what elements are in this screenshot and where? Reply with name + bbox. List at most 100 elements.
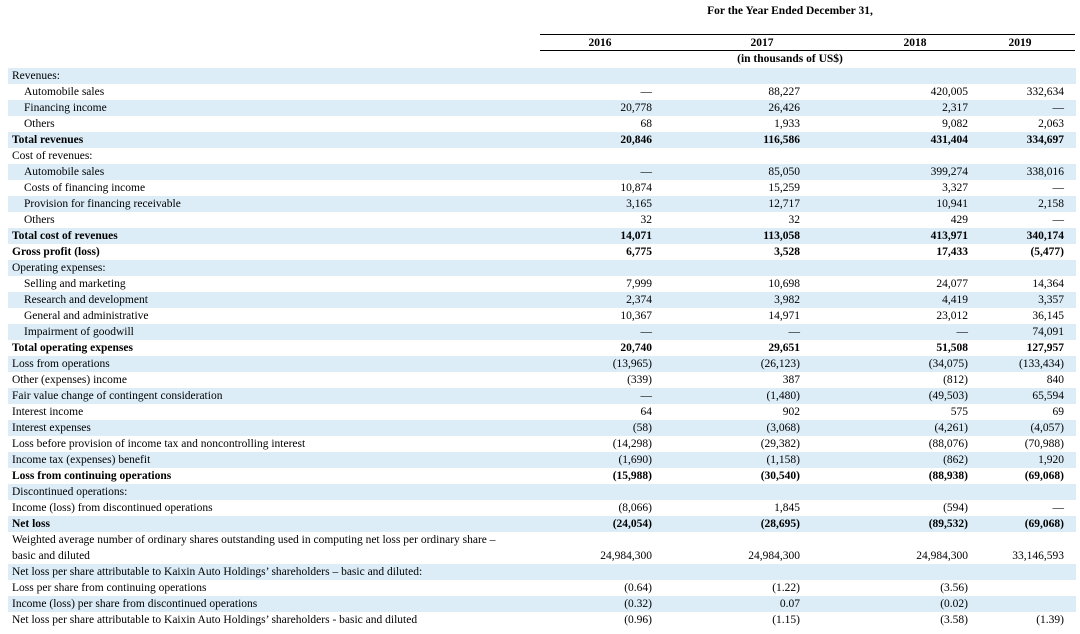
row-label: Loss from continuing operations	[12, 470, 172, 482]
cell-value: 338,016	[1026, 166, 1064, 178]
cell-value: 24,077	[936, 278, 968, 290]
row-label: Fair value change of contingent consider…	[12, 390, 223, 402]
cell-value: (1,690)	[618, 454, 652, 466]
cell-value: 127,957	[1026, 342, 1064, 354]
cell-value: (5,477)	[1030, 246, 1064, 258]
row-label: Provision for financing receivable	[24, 198, 181, 210]
cell-value: (88,076)	[928, 438, 968, 450]
cell-value: 429	[950, 214, 968, 226]
cell-value: 10,698	[768, 278, 800, 290]
cell-value: (4,261)	[934, 422, 968, 434]
cell-value: 14,071	[620, 230, 652, 242]
row-label: Total operating expenses	[12, 342, 133, 354]
cell-value: 88,227	[768, 86, 800, 98]
cell-value: 3,165	[626, 198, 652, 210]
cell-value: 2,317	[942, 102, 968, 114]
row-shade	[8, 564, 1076, 580]
row-label: Automobile sales	[24, 166, 105, 178]
row-shade	[8, 196, 1076, 212]
row-label: Impairment of goodwill	[24, 326, 134, 338]
cell-value: (69,068)	[1024, 518, 1064, 530]
cell-value: (0.96)	[624, 614, 652, 626]
row-shade	[8, 260, 1076, 276]
row-label: Financing income	[24, 102, 107, 114]
year-header: 2017	[750, 37, 774, 49]
cell-value: (0.02)	[940, 598, 968, 610]
year-header: 2018	[903, 37, 927, 49]
row-label: Costs of financing income	[24, 182, 146, 194]
row-label: Revenues:	[12, 70, 60, 82]
row-shade	[8, 132, 1076, 148]
cell-value: 20,778	[620, 102, 652, 114]
cell-value: (1.15)	[772, 614, 800, 626]
cell-value: —	[956, 326, 969, 338]
cell-value: (4,057)	[1030, 422, 1064, 434]
cell-value: (0.64)	[624, 582, 652, 594]
cell-value: 9,082	[942, 118, 968, 130]
cell-value: (70,988)	[1024, 438, 1064, 450]
cell-value: (13,965)	[612, 358, 652, 370]
header-rule	[540, 34, 1075, 35]
cell-value: —	[640, 390, 653, 402]
cell-value: 2,158	[1038, 198, 1064, 210]
row-label: Net loss per share attributable to Kaixi…	[12, 566, 423, 578]
cell-value: 3,528	[774, 246, 800, 258]
row-label: Total cost of revenues	[12, 230, 118, 242]
row-label: Others	[24, 214, 55, 226]
cell-value: 20,740	[620, 342, 652, 354]
cell-value: 85,050	[768, 166, 800, 178]
row-label: Weighted average number of ordinary shar…	[12, 534, 496, 562]
cell-value: 420,005	[930, 86, 968, 98]
cell-value: 33,146,593	[1012, 550, 1064, 562]
cell-value: (34,075)	[928, 358, 968, 370]
row-label: Loss per share from continuing operation…	[12, 582, 207, 594]
cell-value: 3,982	[774, 294, 800, 306]
row-label: Total revenues	[12, 134, 84, 146]
cell-value: (812)	[943, 374, 968, 386]
cell-value: —	[1052, 214, 1065, 226]
cell-value: —	[1052, 102, 1065, 114]
cell-value: (8,066)	[618, 502, 652, 514]
row-label: Discontinued operations:	[12, 486, 128, 498]
cell-value: —	[640, 86, 653, 98]
cell-value: (69,068)	[1024, 470, 1064, 482]
cell-value: (3.56)	[940, 582, 968, 594]
row-label: Automobile sales	[24, 86, 105, 98]
cell-value: 14,971	[768, 310, 800, 322]
cell-value: (594)	[943, 502, 968, 514]
cell-value: 12,717	[768, 198, 800, 210]
cell-value: 17,433	[936, 246, 968, 258]
cell-value: 20,846	[620, 134, 652, 146]
row-shade	[8, 356, 1076, 372]
row-label: Cost of revenues:	[12, 150, 93, 162]
row-shade	[8, 228, 1076, 244]
cell-value: (88,938)	[928, 470, 968, 482]
row-label: Research and development	[24, 294, 148, 306]
cell-value: 1,920	[1038, 454, 1064, 466]
row-shade	[8, 324, 1076, 340]
row-shade	[8, 388, 1076, 404]
cell-value: (49,503)	[928, 390, 968, 402]
cell-value: 1,845	[774, 502, 800, 514]
row-label: Loss before provision of income tax and …	[12, 438, 306, 450]
row-shade	[8, 452, 1076, 468]
cell-value: (58)	[632, 422, 652, 434]
cell-value: 24,984,300	[600, 550, 652, 562]
row-shade	[8, 292, 1076, 308]
cell-value: (339)	[627, 374, 652, 386]
row-shade	[8, 68, 1076, 84]
cell-value: —	[1052, 502, 1065, 514]
cell-value: —	[640, 326, 653, 338]
cell-value: (133,434)	[1018, 358, 1064, 370]
cell-value: (24,054)	[612, 518, 652, 530]
row-label: Interest income	[12, 406, 84, 418]
cell-value: 2,374	[626, 294, 652, 306]
row-label: Interest expenses	[12, 422, 91, 434]
cell-value: 51,508	[936, 342, 968, 354]
cell-value: (1.39)	[1036, 614, 1064, 626]
row-label: Selling and marketing	[24, 278, 126, 290]
cell-value: 32	[640, 214, 653, 226]
cell-value: 32	[788, 214, 801, 226]
row-shade	[8, 420, 1076, 436]
year-header: 2016	[588, 37, 612, 49]
